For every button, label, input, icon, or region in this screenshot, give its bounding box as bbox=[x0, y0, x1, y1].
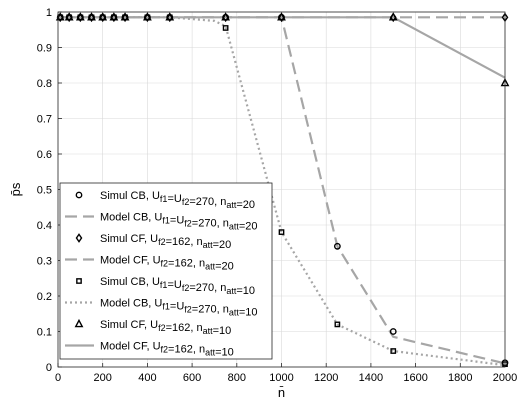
x-tick-label: 1200 bbox=[314, 372, 338, 384]
legend-item: Simul CB, Uf1=Uf2=270, natt=10 bbox=[76, 276, 255, 297]
triangle-marker bbox=[75, 12, 85, 21]
legend-label: Model CF, Uf2=162, natt=10 bbox=[100, 341, 234, 359]
legend-label: Model CB, Uf1=Uf2=270, natt=20 bbox=[100, 212, 258, 233]
legend-square-marker bbox=[76, 278, 82, 284]
x-tick-label: 2000 bbox=[493, 372, 517, 384]
x-tick-label: 600 bbox=[183, 372, 201, 384]
triangle-marker bbox=[109, 12, 119, 21]
y-tick-label: 0.1 bbox=[37, 327, 52, 339]
y-tick-label: 0.4 bbox=[37, 220, 52, 232]
y-tick-label: 0.6 bbox=[37, 149, 52, 161]
y-tick-label: 1 bbox=[46, 7, 52, 19]
triangle-marker bbox=[165, 12, 175, 21]
triangle-marker bbox=[388, 12, 398, 21]
legend-item: Model CF, Uf2=162, natt=10 bbox=[65, 341, 234, 359]
series-layer bbox=[55, 12, 510, 368]
legend-item: Model CB, Uf1=Uf2=270, natt=10 bbox=[65, 298, 258, 319]
triangle-marker bbox=[277, 12, 286, 21]
y-tick-label: 0.5 bbox=[37, 185, 52, 197]
x-tick-label: 0 bbox=[55, 372, 61, 384]
legend-item: Simul CF, Uf2=162, natt=20 bbox=[75, 233, 231, 251]
x-tick-label: 1800 bbox=[448, 372, 472, 384]
series-line bbox=[58, 16, 506, 79]
triangle-marker bbox=[142, 12, 152, 21]
legend-box bbox=[59, 182, 273, 360]
triangle-marker bbox=[55, 12, 65, 21]
square-marker bbox=[222, 25, 229, 31]
tick-layer: 0 200 400 600 800 1000 1200 1400 1600 1800 2000 0 0.… bbox=[37, 7, 518, 384]
legend-item: Simul CF, Uf2=162, natt=10 bbox=[74, 318, 231, 337]
x-tick-label: 800 bbox=[228, 372, 246, 384]
y-tick-label: 0.3 bbox=[37, 256, 52, 268]
x-axis-label: n̄ bbox=[278, 385, 285, 400]
circle-marker bbox=[389, 328, 397, 335]
y-tick-label: 0 bbox=[46, 362, 52, 374]
x-tick-label: 1000 bbox=[269, 372, 293, 384]
x-tick-label: 400 bbox=[138, 372, 156, 384]
triangle-marker bbox=[87, 12, 96, 21]
legend-diamond-marker bbox=[75, 233, 83, 243]
legend-item: Simul CB, Uf1=Uf2=270, natt=20 bbox=[75, 190, 255, 211]
legend-label: Simul CB, Uf1=Uf2=270, natt=10 bbox=[100, 276, 255, 297]
x-tick-label: 1400 bbox=[359, 372, 383, 384]
x-tick-label: 1600 bbox=[403, 372, 427, 384]
legend-circle-marker bbox=[75, 191, 83, 199]
x-tick-label: 200 bbox=[94, 372, 112, 384]
circle-marker bbox=[333, 242, 341, 250]
legend-label: Simul CF, Uf2=162, natt=20 bbox=[100, 233, 231, 251]
legend-item: Model CB, Uf1=Uf2=270, natt=20 bbox=[65, 212, 258, 233]
y-tick-label: 0.7 bbox=[37, 114, 52, 126]
triangle-marker bbox=[98, 12, 108, 21]
legend-label: Simul CF, Uf2=162, natt=10 bbox=[100, 319, 231, 337]
square-marker bbox=[278, 229, 285, 235]
square-marker bbox=[390, 348, 397, 354]
legend-label: Model CF, Uf2=162, natt=20 bbox=[100, 255, 234, 273]
triangle-marker bbox=[120, 12, 130, 21]
legend-item: Model CF, Uf2=162, natt=20 bbox=[65, 255, 234, 273]
series-line bbox=[58, 16, 506, 367]
y-tick-label: 0.2 bbox=[37, 291, 52, 303]
legend-label: Simul CB, Uf1=Uf2=270, natt=20 bbox=[100, 190, 255, 211]
y-tick-label: 0.9 bbox=[37, 43, 52, 55]
y-axis-label: p̄s bbox=[8, 182, 23, 196]
y-tick-label: 0.8 bbox=[37, 78, 52, 90]
legend-triangle-marker bbox=[74, 318, 84, 328]
legend-label: Model CB, Uf1=Uf2=270, natt=10 bbox=[100, 298, 258, 319]
triangle-marker bbox=[221, 12, 231, 21]
square-marker bbox=[334, 321, 341, 328]
triangle-marker bbox=[64, 12, 74, 21]
